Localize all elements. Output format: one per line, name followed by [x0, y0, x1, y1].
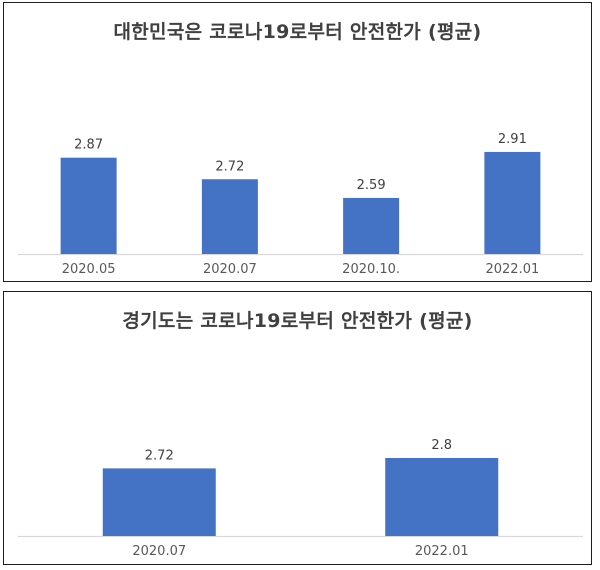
data-label: 2.8 [431, 438, 452, 453]
bar [102, 468, 216, 536]
chart-panel-korea: 대한민국은 코로나19로부터 안전한가 (평균) 2.87 2020.05 2.72… [3, 2, 592, 282]
data-label: 2.59 [357, 178, 386, 193]
bar [201, 179, 258, 254]
chart-panel-gyeonggi: 경기도는 코로나19로부터 안전한가 (평균) 2.72 2020.07 2.8 20… [3, 291, 592, 565]
x-tick-label: 2020.07 [203, 262, 257, 277]
data-label: 2.87 [74, 138, 103, 153]
bar-chart-gyeonggi: 2.72 2020.07 2.8 2022.01 [18, 438, 583, 559]
bar [343, 197, 400, 254]
chart-title: 대한민국은 코로나19로부터 안전한가 (평균) [113, 21, 482, 43]
data-label: 2.72 [145, 448, 174, 463]
x-tick-label: 2022.01 [415, 544, 469, 559]
x-tick-label: 2020.07 [132, 544, 186, 559]
x-tick-label: 2020.10. [342, 262, 400, 277]
bar [60, 157, 117, 254]
data-label: 2.72 [215, 159, 244, 174]
x-tick-label: 2022.01 [485, 262, 539, 277]
x-tick-label: 2020.05 [62, 262, 116, 277]
bar [385, 458, 499, 536]
data-label: 2.91 [498, 132, 527, 147]
bar-chart-korea: 2.87 2020.05 2.72 2020.07 2.59 2020.10. 2.91 20… [18, 132, 583, 277]
chart-title: 경기도는 코로나19로부터 안전한가 (평균) [122, 310, 473, 332]
bar [484, 151, 541, 254]
